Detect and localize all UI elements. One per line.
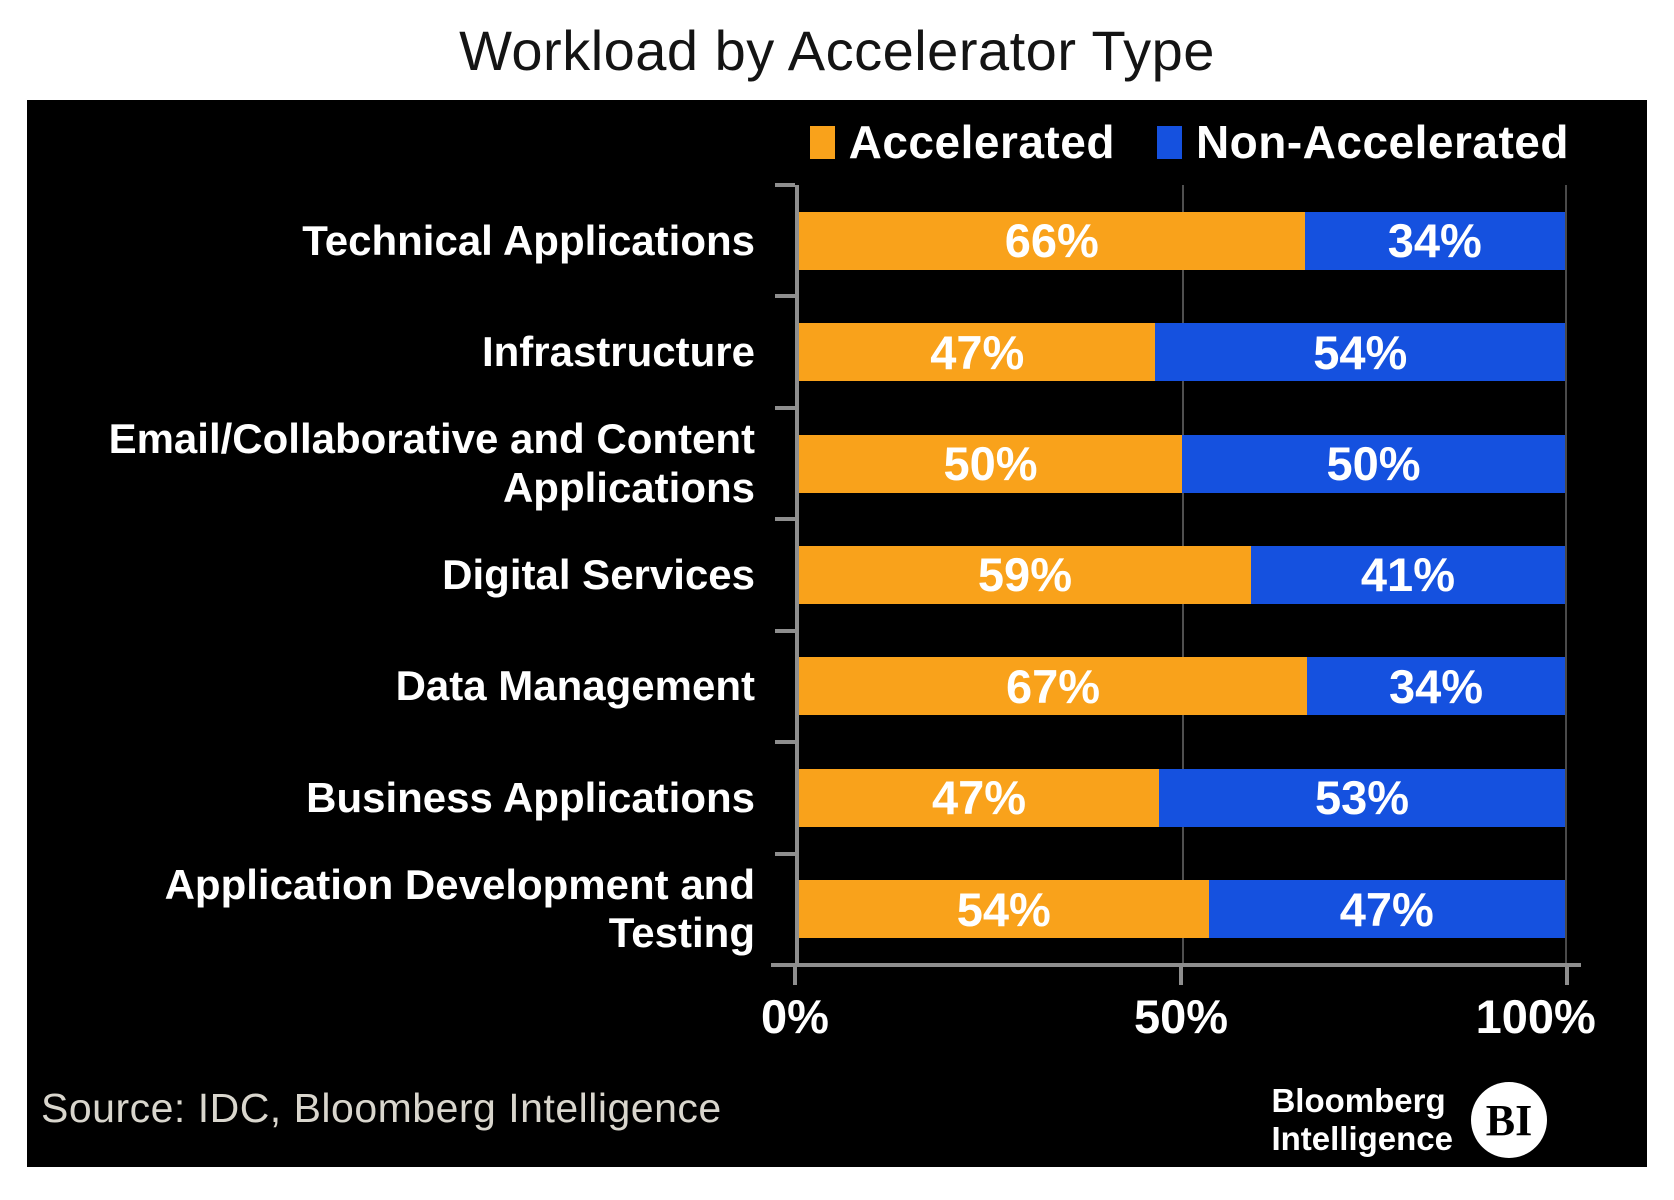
accelerated-value-label: 50%	[943, 437, 1038, 491]
bar-track: 67% 34%	[775, 628, 1567, 743]
chart-row: Application Development and Testing 54% …	[27, 851, 1567, 966]
legend-label: Accelerated	[848, 116, 1115, 168]
accelerated-swatch-icon	[809, 125, 835, 159]
accelerated-value-label: 59%	[977, 548, 1072, 602]
category-label: Digital Services	[442, 550, 755, 598]
brand-block: Bloomberg Intelligence BI	[1271, 1082, 1547, 1158]
non-accelerated-value-label: 47%	[1339, 882, 1434, 936]
x-axis-label: 0%	[761, 990, 829, 1043]
x-axis-label: 50%	[1133, 990, 1229, 1043]
legend-item-non-accelerated: Non-Accelerated	[1156, 115, 1569, 169]
legend-item-accelerated: Accelerated	[809, 115, 1115, 169]
accelerated-bar-segment: 67%	[799, 657, 1308, 716]
chart-panel: Accelerated Non-Accelerated Technical Ap…	[27, 100, 1647, 1167]
chart-row: Technical Applications 66% 34%	[27, 182, 1567, 297]
accelerated-value-label: 67%	[1006, 659, 1101, 713]
brand-text: Bloomberg Intelligence	[1271, 1082, 1453, 1158]
chart-row: Digital Services 59% 41%	[27, 517, 1567, 632]
accelerated-value-label: 54%	[956, 882, 1051, 936]
accelerated-bar-segment: 47%	[799, 323, 1156, 382]
accelerated-bar-segment: 59%	[799, 545, 1251, 604]
non-accelerated-swatch-icon	[1156, 125, 1182, 159]
accelerated-bar-segment: 66%	[799, 211, 1305, 270]
bar-track: 50% 50%	[775, 405, 1567, 520]
bar-track: 59% 41%	[775, 517, 1567, 632]
accelerated-bar-segment: 47%	[799, 768, 1160, 827]
chart-row: Infrastructure 47% 54%	[27, 294, 1567, 409]
bar-track: 47% 53%	[775, 740, 1567, 854]
bar-track: 54% 47%	[775, 851, 1567, 966]
non-accelerated-bar-segment: 53%	[1159, 768, 1565, 827]
non-accelerated-bar-segment: 34%	[1304, 211, 1565, 270]
chart-row: Data Management 67% 34%	[27, 628, 1567, 743]
non-accelerated-value-label: 41%	[1360, 548, 1455, 602]
brand-line1: Bloomberg	[1271, 1082, 1446, 1120]
non-accelerated-bar-segment: 54%	[1155, 323, 1565, 382]
x-axis-tick	[1565, 967, 1569, 985]
accelerated-value-label: 47%	[930, 325, 1025, 379]
bar-track: 66% 34%	[775, 182, 1567, 297]
x-axis-layer: 0% 50% 100%	[761, 967, 1596, 1057]
legend: Accelerated Non-Accelerated	[27, 114, 1569, 170]
category-label: Infrastructure	[481, 327, 755, 375]
non-accelerated-bar-segment: 41%	[1250, 545, 1565, 604]
non-accelerated-value-label: 50%	[1326, 437, 1421, 491]
x-axis-label: 100%	[1475, 990, 1596, 1043]
category-label: Technical Applications	[302, 216, 755, 264]
x-axis-line	[771, 963, 1581, 967]
non-accelerated-bar-segment: 50%	[1182, 434, 1565, 493]
chart-row: Email/Collaborative and Content Applicat…	[27, 405, 1567, 520]
legend-label: Non-Accelerated	[1195, 116, 1569, 168]
accelerated-bar-segment: 54%	[799, 880, 1209, 939]
plot-rows: Technical Applications 66% 34% Infrastru…	[27, 182, 1567, 966]
bar-track: 47% 54%	[775, 294, 1567, 409]
accelerated-bar-segment: 50%	[799, 434, 1182, 493]
chart-title: Workload by Accelerator Type	[459, 18, 1215, 82]
category-label: Data Management	[395, 662, 755, 710]
accelerated-value-label: 66%	[1004, 214, 1099, 268]
non-accelerated-value-label: 34%	[1389, 659, 1484, 713]
non-accelerated-value-label: 54%	[1313, 325, 1408, 379]
source-note: Source: IDC, Bloomberg Intelligence	[41, 1085, 722, 1131]
bi-logo-icon: BI	[1471, 1082, 1547, 1158]
chart-row: Business Applications 47% 53%	[27, 740, 1567, 854]
category-label: Business Applications	[306, 773, 755, 821]
category-label: Application Development and Testing	[164, 860, 755, 957]
non-accelerated-bar-segment: 34%	[1307, 657, 1565, 716]
non-accelerated-value-label: 53%	[1314, 771, 1410, 825]
accelerated-value-label: 47%	[931, 771, 1027, 825]
x-axis-tick	[1179, 967, 1183, 985]
x-axis-tick	[793, 967, 797, 985]
brand-line2: Intelligence	[1271, 1120, 1453, 1157]
non-accelerated-bar-segment: 47%	[1208, 880, 1565, 939]
non-accelerated-value-label: 34%	[1387, 214, 1482, 268]
category-label: Email/Collaborative and Content Applicat…	[108, 415, 755, 511]
